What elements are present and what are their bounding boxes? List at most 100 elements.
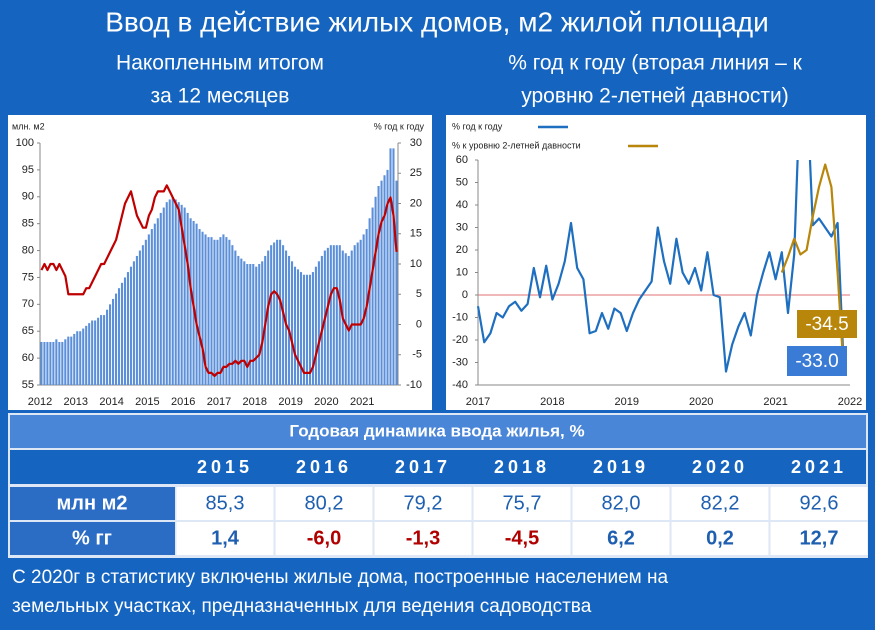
bar: [141, 245, 144, 385]
bar: [299, 272, 303, 385]
bar: [159, 212, 162, 385]
bar: [302, 274, 306, 385]
y2-axis-label: % год к году: [374, 121, 425, 131]
y-tick-label: 90: [22, 191, 34, 203]
cell-bg: [275, 487, 373, 520]
x-tick-label: 2019: [615, 396, 639, 408]
x-tick-label: 2020: [689, 396, 713, 408]
table-header-bg: [10, 450, 866, 484]
bar: [120, 282, 124, 385]
bar: [246, 264, 249, 385]
bar: [249, 264, 252, 385]
bar: [389, 148, 392, 385]
bar: [132, 261, 135, 385]
column-header: 2017: [395, 457, 451, 477]
bar: [126, 272, 130, 385]
row-label-bg: [10, 522, 175, 555]
y-tick-label: 10: [456, 266, 468, 278]
column-header: 2020: [692, 457, 748, 477]
cell: 85,3: [206, 492, 245, 514]
bar: [240, 258, 243, 385]
bar: [380, 180, 383, 385]
cell-bg: [473, 522, 571, 555]
bar: [106, 309, 109, 385]
bar: [350, 250, 353, 385]
bar: [180, 204, 183, 385]
bar: [338, 245, 341, 385]
bar: [76, 331, 79, 385]
bar: [85, 325, 88, 385]
bar: [359, 239, 362, 385]
cell: -6,0: [307, 527, 341, 549]
y-tick-label: 55: [22, 379, 34, 391]
bar: [225, 237, 228, 385]
bar: [288, 255, 291, 385]
y-tick-label: 60: [22, 352, 34, 364]
line: [40, 184, 398, 378]
y2-tick-label: 25: [410, 167, 422, 179]
cell-bg: [374, 487, 472, 520]
x-tick-label: 2021: [763, 396, 787, 408]
y2-tick-label: 20: [410, 197, 422, 209]
x-tick-label: 2019: [278, 396, 302, 408]
cell: 75,7: [503, 492, 542, 514]
bar: [82, 328, 85, 385]
bar: [144, 239, 147, 385]
bar: [201, 231, 204, 385]
bar: [73, 333, 76, 385]
bar: [276, 239, 279, 385]
bar: [216, 239, 219, 385]
cell: 6,2: [607, 527, 635, 549]
bar: [97, 317, 100, 385]
annotation-box: [797, 310, 857, 338]
column-header: 2021: [791, 457, 847, 477]
bar: [395, 180, 398, 385]
bar: [305, 274, 309, 385]
bar: [273, 242, 276, 385]
bar: [243, 261, 246, 385]
table-title-bg: [10, 415, 866, 448]
bar: [296, 269, 300, 385]
bar: [49, 341, 52, 385]
y2-tick-label: 0: [416, 318, 422, 330]
bar: [285, 250, 288, 385]
x-tick-label: 2015: [135, 396, 159, 408]
cell: 92,6: [800, 492, 839, 514]
cell-bg: [374, 522, 472, 555]
bar: [329, 245, 332, 385]
bar: [371, 207, 374, 385]
x-tick-label: 2018: [243, 396, 267, 408]
x-tick-label: 2014: [99, 396, 123, 408]
bar: [162, 207, 165, 385]
bar: [332, 245, 335, 385]
bar: [100, 315, 103, 385]
bar: [147, 234, 150, 385]
bar: [61, 341, 64, 385]
bar: [112, 298, 115, 385]
bar: [213, 239, 216, 385]
slide-title: Ввод в действие жилых домов, м2 жилой пл…: [105, 6, 769, 37]
bar: [91, 320, 94, 385]
bar: [70, 336, 73, 385]
bar: [114, 293, 118, 385]
bar: [94, 320, 97, 385]
bar: [335, 245, 338, 385]
cell-bg: [176, 522, 274, 555]
bar: [46, 341, 49, 385]
y-tick-label: -10: [452, 311, 468, 323]
bar: [362, 234, 365, 385]
plot-area: [476, 160, 845, 373]
y-tick-label: 50: [456, 176, 468, 188]
bar: [314, 266, 317, 385]
y-tick-label: 75: [22, 271, 34, 283]
cell-bg: [671, 522, 769, 555]
bar: [377, 186, 380, 385]
bar: [368, 218, 371, 385]
bar: [189, 218, 192, 385]
bar: [174, 199, 177, 385]
bar: [386, 169, 389, 385]
cell: 82,2: [701, 492, 740, 514]
bar: [219, 237, 222, 385]
y-tick-label: 70: [22, 298, 34, 310]
